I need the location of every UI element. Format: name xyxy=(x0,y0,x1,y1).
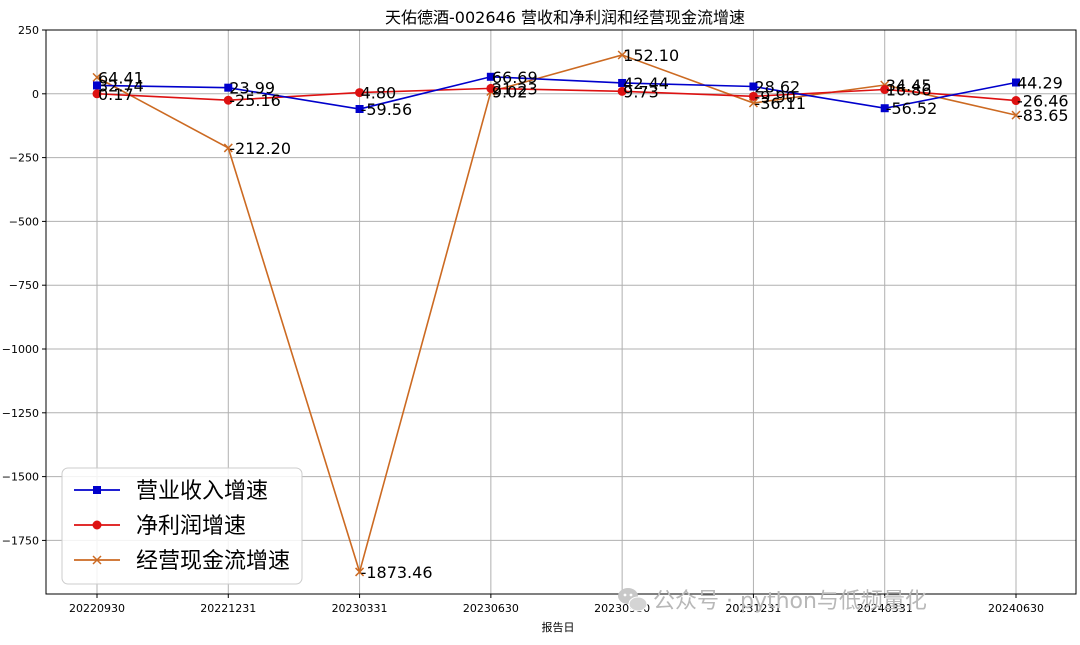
x-tick-label: 20220930 xyxy=(69,602,125,615)
y-tick-label: −1750 xyxy=(2,534,39,547)
series-1-point xyxy=(486,83,496,93)
series-2-point xyxy=(617,50,627,60)
series xyxy=(92,50,1021,577)
legend-box xyxy=(61,467,303,585)
series-1-point xyxy=(92,89,102,99)
legend-label: 经营现金流增速 xyxy=(136,549,290,574)
x-tick-label: 20231231 xyxy=(725,602,781,615)
legend-label: 净利润增速 xyxy=(136,514,246,539)
y-tick-label: −750 xyxy=(9,279,39,292)
data-label: 4.80 xyxy=(361,84,397,103)
legend-marker xyxy=(92,555,102,565)
data-label: 44.29 xyxy=(1017,73,1063,92)
series-2-point xyxy=(1011,110,1021,120)
data-label: -1873.46 xyxy=(361,563,433,582)
series-1-point xyxy=(223,95,233,105)
data-label: -26.46 xyxy=(1017,92,1069,111)
data-label: 42.44 xyxy=(623,74,669,93)
plot-frame xyxy=(45,29,1077,595)
data-label: 21.23 xyxy=(492,79,538,98)
data-label: 66.69 xyxy=(492,68,538,87)
series-0-point xyxy=(618,78,627,87)
legend-label: 营业收入增速 xyxy=(136,479,268,504)
y-tick-label: 0 xyxy=(32,88,39,101)
y-tick-label: −1250 xyxy=(2,407,39,420)
y-tick-label: −250 xyxy=(9,152,39,165)
series-line-1 xyxy=(96,87,1017,102)
data-label: -36.11 xyxy=(754,94,806,113)
y-tick-label: −500 xyxy=(9,215,39,228)
series-0-point xyxy=(880,104,889,113)
x-tick-label: 20230630 xyxy=(463,602,519,615)
series-2-point xyxy=(92,72,102,82)
chart-title: 天佑德酒-002646 营收和净利润和经营现金流增速 xyxy=(385,8,745,27)
series-0-point xyxy=(1012,78,1020,87)
x-tick-label: 20240331 xyxy=(857,602,913,615)
x-tick-label: 20221231 xyxy=(200,602,256,615)
series-0-point xyxy=(355,105,364,114)
data-label: 16.86 xyxy=(886,80,932,99)
data-labels: 32.74 23.99 -59.56 66.69 42.44 28.62 -56.52 44.… xyxy=(98,46,1069,582)
data-label: -9.90 xyxy=(754,87,795,106)
x-tick-label: 20240630 xyxy=(988,602,1044,615)
y-tick-label: 250 xyxy=(18,24,39,37)
y-tick-label: −1500 xyxy=(2,471,39,484)
series-1-point xyxy=(355,88,365,98)
series-1-point xyxy=(1011,96,1021,106)
data-label: 34.45 xyxy=(886,76,932,95)
series-1-point xyxy=(617,86,627,96)
series-2-point xyxy=(355,567,365,577)
series-1-point xyxy=(748,91,758,101)
y-axis: 250 0 −250 −500 −750 −1000 −1250 −1500 −1750 xyxy=(2,24,46,547)
data-label: 32.74 xyxy=(98,76,144,95)
data-label: -56.52 xyxy=(886,99,938,118)
data-label: -83.65 xyxy=(1017,106,1069,125)
legend-marker xyxy=(93,486,101,494)
series-line-2 xyxy=(96,54,1017,575)
series-2-point xyxy=(223,143,233,153)
y-tick-label: −1000 xyxy=(2,343,39,356)
series-0-point xyxy=(749,82,758,91)
series-0-point xyxy=(224,83,233,92)
legend-marker xyxy=(92,520,102,530)
x-tick-label: 20230331 xyxy=(332,602,388,615)
data-label: -59.56 xyxy=(361,100,413,119)
series-line-0 xyxy=(96,75,1017,110)
series-2-point xyxy=(748,98,758,108)
data-label: 0.17 xyxy=(98,85,134,104)
data-label: 9.02 xyxy=(492,82,528,101)
data-label: 28.62 xyxy=(754,77,800,96)
data-label: 23.99 xyxy=(229,79,275,98)
data-label: 9.73 xyxy=(623,82,659,101)
series-0-point xyxy=(486,72,495,81)
data-label: 64.41 xyxy=(98,68,144,87)
data-label: -212.20 xyxy=(229,139,291,158)
watermark: 公众号 · python与低频量化 xyxy=(618,588,927,614)
watermark-text: 公众号 · python与低频量化 xyxy=(653,589,927,614)
x-axis-title: 报告日 xyxy=(542,620,575,634)
x-axis: 20220930 20221231 20230331 20230630 20230930… xyxy=(69,594,1044,615)
series-0-point xyxy=(93,81,101,90)
data-label: 152.10 xyxy=(623,46,679,65)
series-1-point xyxy=(880,84,890,94)
data-label: -25.16 xyxy=(229,91,281,110)
wechat-icon xyxy=(618,588,648,612)
